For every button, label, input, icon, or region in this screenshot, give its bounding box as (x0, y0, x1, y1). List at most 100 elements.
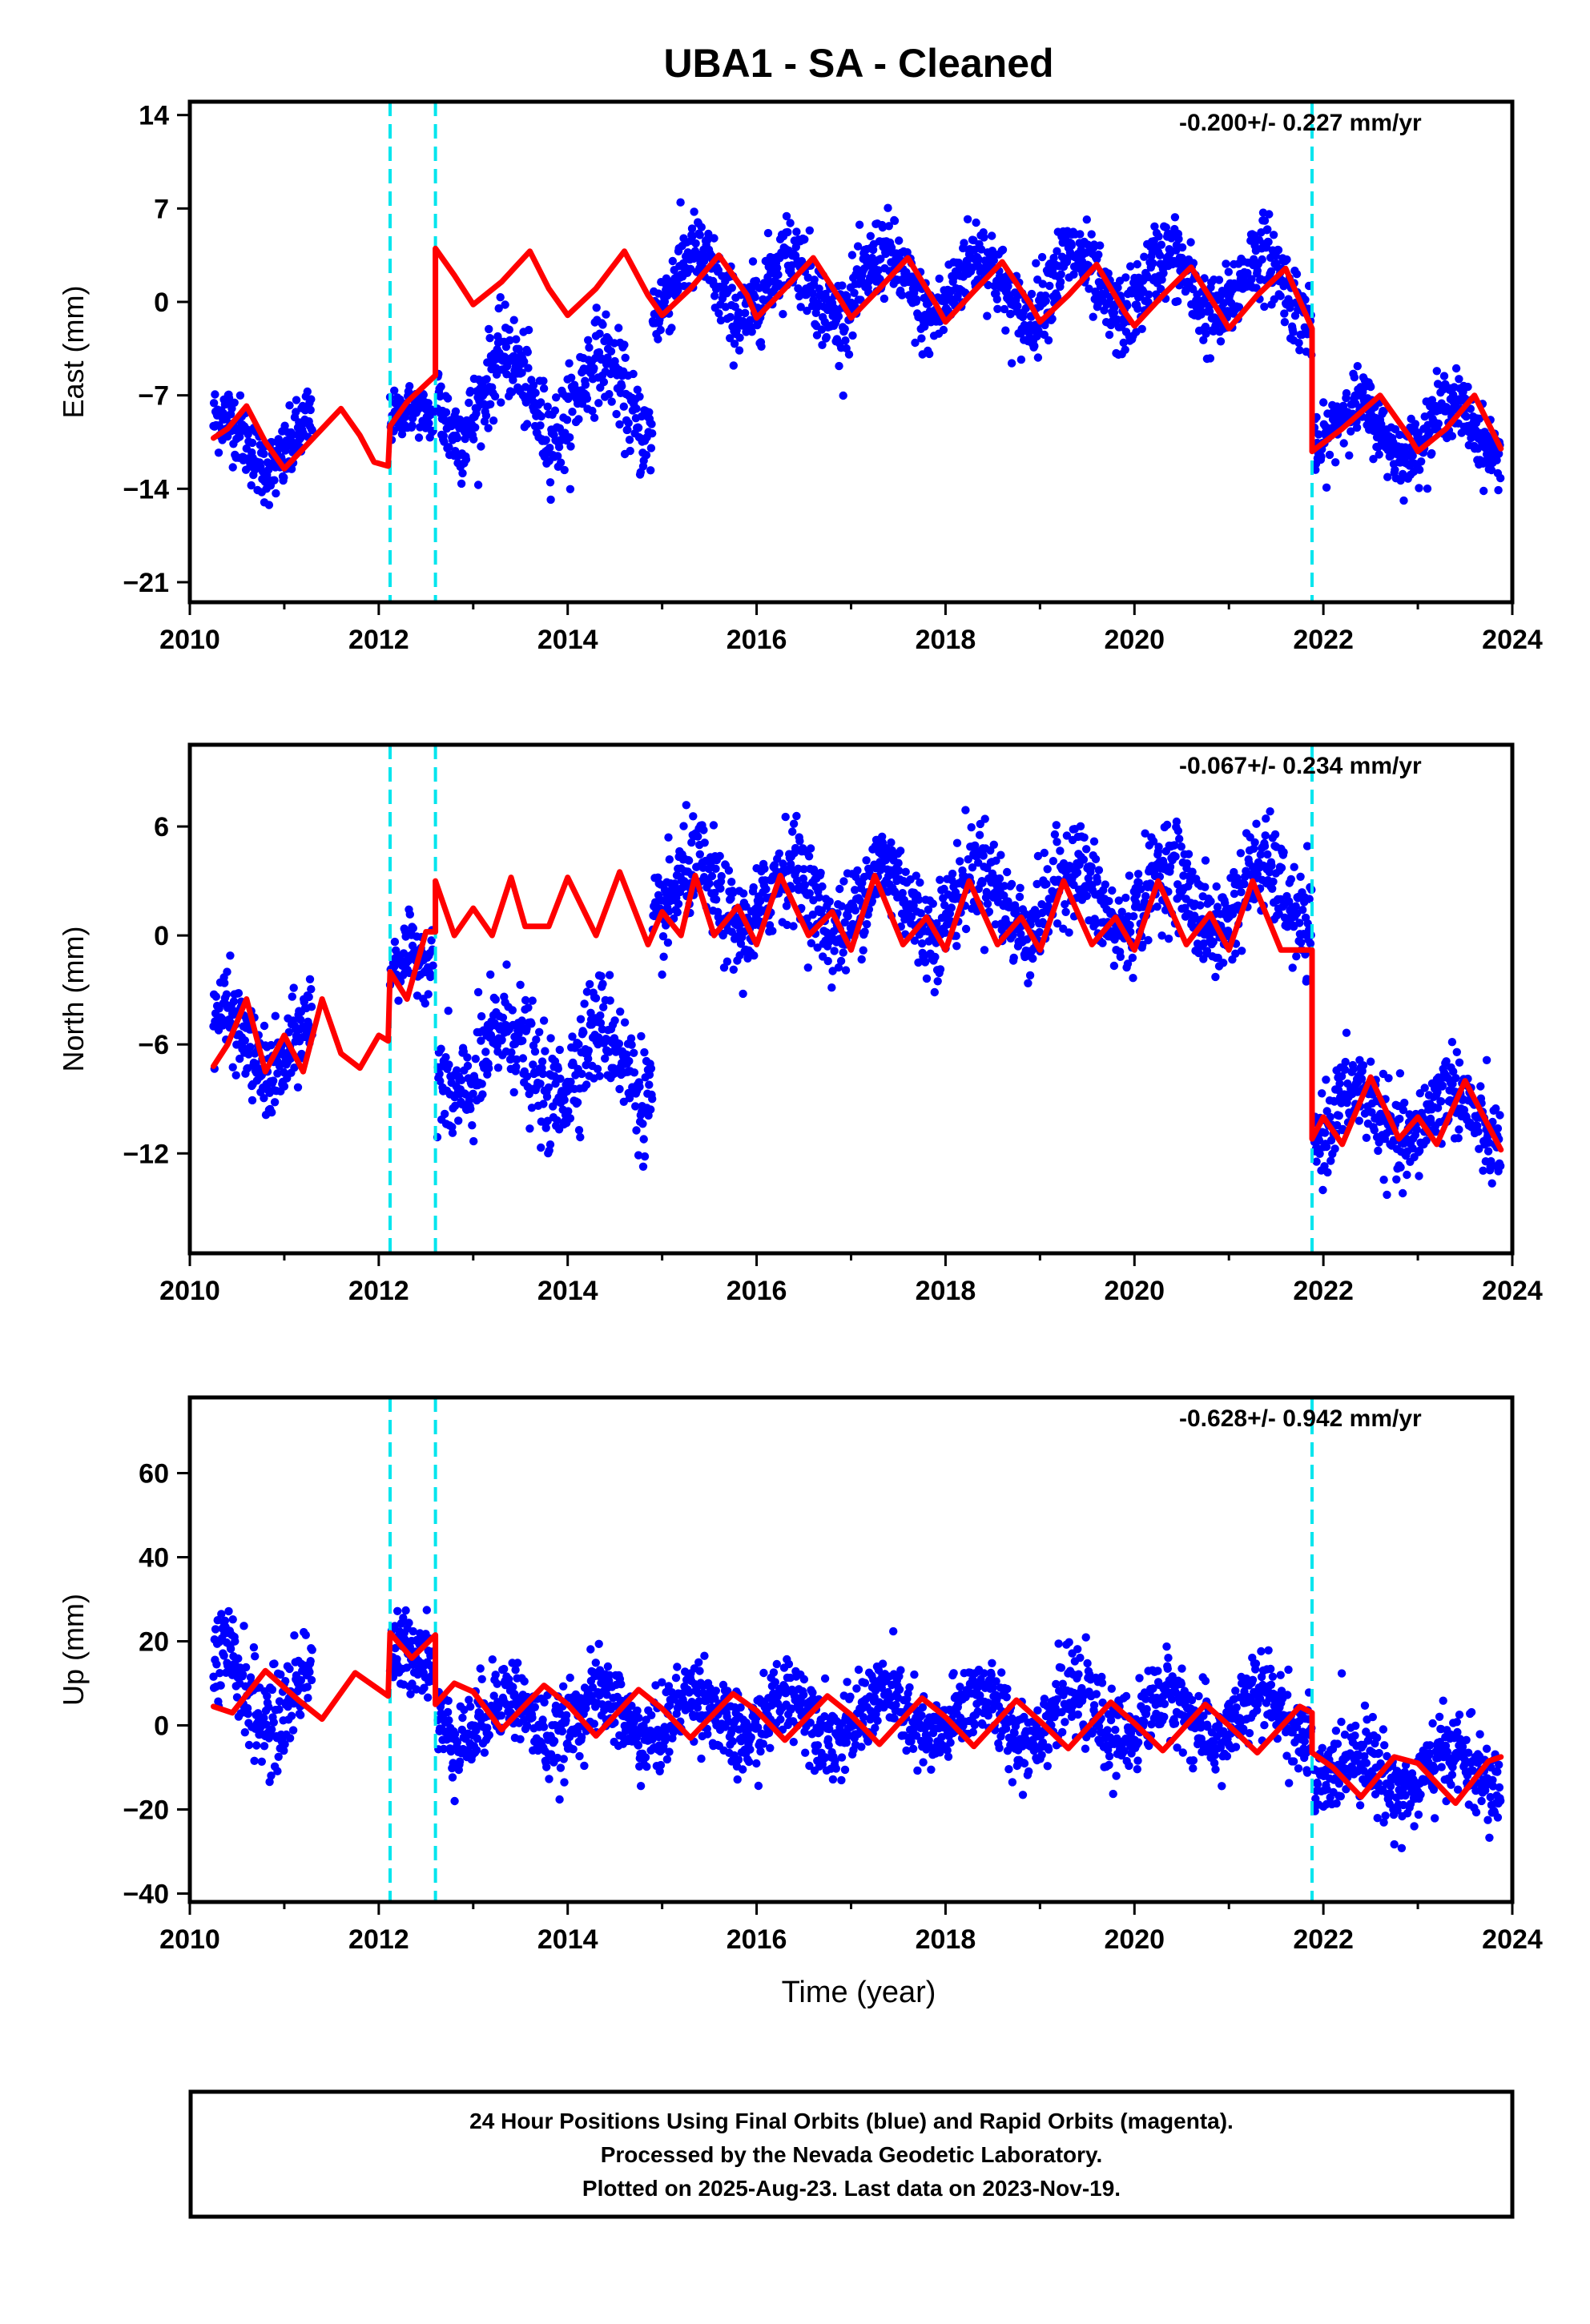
north-data-point (663, 938, 673, 947)
north-data-point (448, 1128, 457, 1137)
east-data-point (808, 289, 817, 298)
north-data-point (465, 1096, 474, 1104)
east-data-point (976, 245, 986, 254)
east-data-point (270, 476, 279, 485)
north-data-point (1230, 889, 1239, 899)
north-data-point (863, 919, 871, 929)
east-data-point (1352, 423, 1362, 432)
east-data-point (803, 273, 812, 282)
east-data-point (457, 479, 466, 489)
north-data-point (518, 1036, 527, 1045)
north-data-point (1495, 1111, 1504, 1120)
north-data-point (390, 937, 400, 947)
east-x-ticks: 2010 2012 2014 2016 2018 2020 2022 2024 (159, 602, 1543, 655)
north-data-point (1342, 1028, 1351, 1037)
east-data-point (730, 340, 739, 348)
east-model-curve (211, 245, 1504, 472)
up-data-point (455, 1757, 465, 1766)
north-data-point (493, 1063, 503, 1072)
north-rate-label: -0.067+/- 0.234 mm/yr (1179, 753, 1422, 779)
east-data-point (523, 348, 532, 356)
east-data-point (656, 325, 665, 335)
east-data-point (1269, 231, 1278, 239)
east-data-point (1033, 353, 1043, 362)
north-data-point (512, 1063, 521, 1072)
north-data-point (679, 822, 688, 830)
north-data-point (270, 1098, 280, 1107)
north-data-point (584, 1054, 593, 1063)
north-data-point (444, 1007, 453, 1015)
east-data-point (729, 361, 738, 370)
east-data-point (646, 466, 655, 475)
north-data-point (841, 966, 851, 975)
north-data-point (1341, 1057, 1350, 1067)
east-data-point (1173, 297, 1182, 306)
north-data-point (907, 912, 916, 922)
up-data-point (401, 1606, 410, 1615)
east-data-point (1006, 309, 1016, 319)
north-data-point (1007, 879, 1016, 889)
north-data-point (728, 888, 738, 898)
north-data-point (717, 871, 726, 881)
north-data-point (576, 1015, 586, 1023)
east-x-tick-label: 2020 (1104, 625, 1165, 655)
north-data-point (541, 1124, 550, 1132)
north-data-point (1116, 952, 1125, 962)
east-data-point (568, 408, 577, 416)
north-data-point (1137, 885, 1145, 894)
east-data-point (1383, 472, 1392, 481)
east-x-tick-label: 2014 (537, 625, 598, 655)
north-data-point (1061, 900, 1069, 909)
east-data-point (605, 390, 614, 399)
north-data-point (646, 1064, 656, 1073)
north-data-point (537, 1143, 545, 1152)
east-data-point (690, 207, 698, 216)
north-y-ticks: 60−6−12 (123, 812, 190, 1169)
north-data-point (1219, 959, 1228, 967)
east-y-tick-label: 14 (139, 101, 169, 131)
north-data-point (1050, 830, 1060, 839)
north-data-point (699, 826, 708, 834)
east-data-point (209, 399, 219, 408)
north-x-tick-label: 2020 (1104, 1276, 1165, 1306)
north-data-point (920, 958, 930, 967)
east-data-point (1395, 430, 1404, 440)
east-data-point (1186, 238, 1195, 247)
north-data-point (779, 859, 787, 868)
east-data-point (1053, 247, 1061, 255)
east-data-point (552, 393, 561, 402)
east-data-point (553, 452, 562, 460)
north-data-point (289, 983, 298, 992)
north-data-point (1123, 959, 1133, 968)
up-data-point (288, 1726, 298, 1735)
north-data-point (1062, 831, 1072, 840)
north-data-point (630, 1048, 638, 1058)
east-data-point (1427, 448, 1436, 458)
north-data-point (579, 1028, 588, 1037)
north-data-point (1121, 893, 1130, 903)
east-data-point (1085, 284, 1093, 293)
east-data-point (1350, 373, 1359, 382)
north-data-point (795, 837, 804, 846)
north-data-point (739, 989, 747, 999)
north-data-point (1009, 953, 1018, 963)
north-data-point (288, 992, 296, 1001)
north-data-point (1138, 940, 1147, 950)
east-data-point (1174, 235, 1183, 243)
north-data-point (521, 995, 530, 1005)
up-data-point (304, 1694, 312, 1703)
east-data-point (590, 413, 599, 422)
east-data-point (634, 424, 643, 432)
east-data-point (1457, 428, 1466, 437)
east-data-point (585, 343, 594, 352)
north-data-point (853, 866, 862, 875)
east-data-point (612, 409, 621, 419)
east-data-point (710, 292, 719, 300)
north-data-point (729, 965, 738, 975)
north-data-point (1384, 1074, 1393, 1083)
north-data-point (260, 1021, 269, 1031)
north-data-point (546, 1034, 555, 1043)
north-data-point (481, 1047, 490, 1056)
east-data-point (425, 419, 433, 428)
